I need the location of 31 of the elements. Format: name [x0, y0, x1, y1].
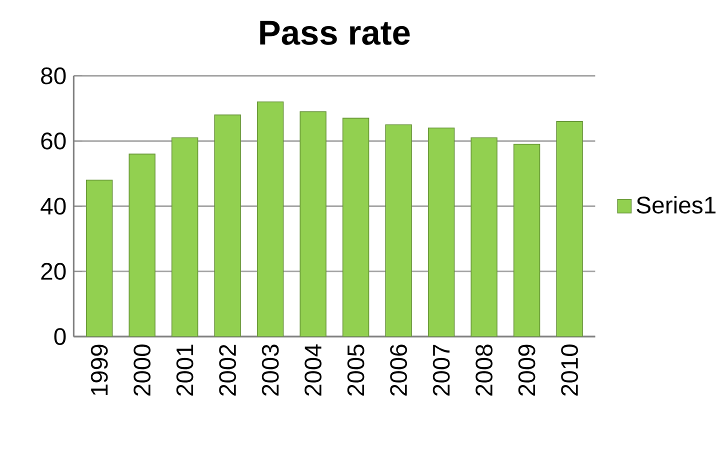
- x-tick-label: 2009: [518, 344, 536, 396]
- x-tick-label: 2002: [219, 344, 236, 396]
- x-tick-label: 2004: [304, 344, 322, 396]
- bar: [214, 114, 241, 337]
- bar: [556, 121, 583, 337]
- bar: [256, 102, 284, 337]
- y-tick-label: 0: [54, 328, 66, 346]
- bar: [513, 144, 540, 337]
- x-tick-label: 2008: [476, 344, 493, 396]
- x-tick-label: 1999: [90, 344, 108, 396]
- y-tick-label: 60: [41, 132, 66, 150]
- x-tick-label: 2000: [134, 344, 151, 396]
- bar: [342, 118, 370, 337]
- bar: [470, 137, 498, 337]
- bar: [171, 137, 198, 337]
- y-tick-label: 80: [41, 67, 66, 84]
- bar: [86, 180, 113, 337]
- x-tick-label: 2007: [432, 344, 450, 396]
- chart-title: Pass rate: [260, 20, 410, 45]
- x-tick-label: 2003: [262, 344, 279, 396]
- bar: [428, 128, 455, 337]
- x-tick-label: 2010: [561, 344, 578, 396]
- bar: [128, 154, 156, 337]
- bar: [300, 111, 326, 337]
- y-tick-label: 20: [41, 262, 66, 280]
- bar: [385, 124, 412, 337]
- y-tick-label: 40: [40, 198, 66, 215]
- x-tick-label: 2001: [176, 344, 194, 396]
- legend-label: Series1: [636, 196, 716, 214]
- x-tick-label: 2005: [347, 344, 364, 396]
- x-tick-label: 2006: [390, 344, 408, 396]
